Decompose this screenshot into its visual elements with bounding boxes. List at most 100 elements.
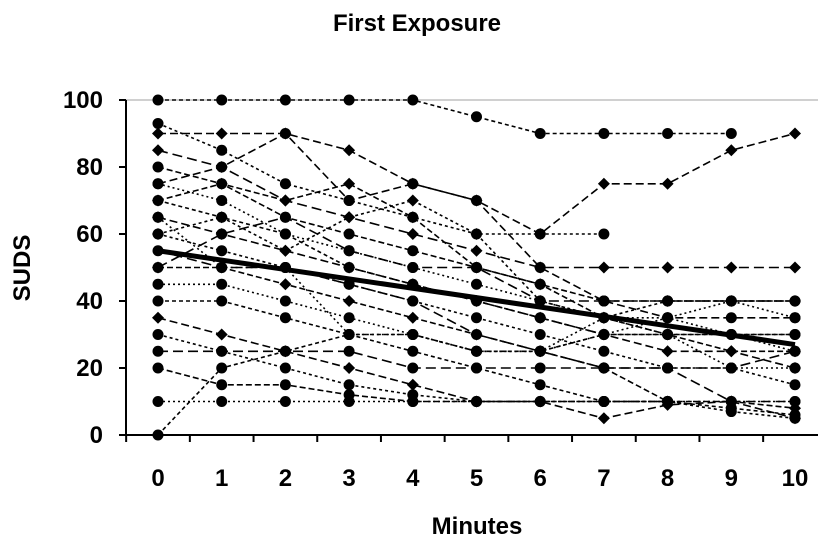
data-point xyxy=(152,228,164,240)
data-point xyxy=(216,345,228,357)
data-point xyxy=(279,211,291,223)
data-point xyxy=(725,128,737,139)
data-point xyxy=(471,312,482,324)
data-point xyxy=(470,228,483,240)
data-point xyxy=(343,245,355,257)
data-point xyxy=(471,345,482,357)
data-point xyxy=(216,144,228,156)
data-point xyxy=(279,295,291,307)
data-point xyxy=(152,94,164,106)
data-point xyxy=(152,211,164,223)
data-point xyxy=(279,345,291,357)
data-point xyxy=(152,262,164,273)
y-tick-label: 0 xyxy=(90,422,103,449)
data-point xyxy=(597,177,610,190)
data-point xyxy=(343,379,355,391)
data-point xyxy=(789,295,801,307)
data-point xyxy=(343,396,355,407)
data-point xyxy=(534,228,546,240)
chart-title: First Exposure xyxy=(333,10,501,37)
data-point xyxy=(789,261,801,274)
data-point xyxy=(279,128,291,139)
data-point xyxy=(216,379,228,391)
data-point xyxy=(471,195,482,206)
data-point xyxy=(215,177,228,190)
data-point xyxy=(725,396,737,407)
data-point xyxy=(407,329,419,340)
data-point xyxy=(152,278,164,290)
x-tick-label: 10 xyxy=(782,465,809,492)
data-point xyxy=(152,117,164,129)
data-point xyxy=(789,345,801,358)
data-point xyxy=(534,295,546,307)
data-point xyxy=(534,362,546,374)
data-point xyxy=(598,345,610,357)
data-point xyxy=(534,379,546,391)
data-point xyxy=(343,94,355,106)
data-point xyxy=(789,312,801,324)
data-point xyxy=(279,244,292,257)
data-point xyxy=(279,194,292,207)
y-tick-label: 100 xyxy=(63,87,103,114)
data-point xyxy=(662,128,674,139)
x-tick-label: 0 xyxy=(151,465,164,492)
data-point xyxy=(597,412,610,425)
x-tick-label: 2 xyxy=(279,465,292,492)
data-point xyxy=(343,329,355,340)
axes xyxy=(119,99,818,442)
data-point xyxy=(279,379,291,391)
data-point xyxy=(598,396,610,407)
data-point xyxy=(279,362,291,374)
series-line xyxy=(157,182,795,353)
data-point xyxy=(534,396,546,407)
data-point xyxy=(534,128,546,139)
x-axis-label: Minutes xyxy=(432,513,523,540)
data-point xyxy=(470,244,483,257)
data-point xyxy=(471,396,482,407)
data-point xyxy=(343,295,356,307)
data-point xyxy=(598,362,610,374)
data-point xyxy=(343,312,355,324)
data-point xyxy=(534,345,546,357)
data-point xyxy=(343,195,355,206)
data-point xyxy=(343,345,355,357)
x-tick-label: 6 xyxy=(534,465,547,492)
data-point xyxy=(789,396,801,407)
data-point xyxy=(471,111,482,123)
y-tick-label: 20 xyxy=(76,355,103,382)
data-point xyxy=(215,127,228,140)
data-point xyxy=(152,144,164,157)
data-point xyxy=(662,362,674,374)
data-point xyxy=(661,261,674,274)
data-point xyxy=(216,262,228,273)
data-point xyxy=(152,161,164,173)
series-line xyxy=(157,367,668,403)
data-point xyxy=(598,329,610,340)
data-point xyxy=(279,94,291,106)
data-point xyxy=(598,128,610,139)
data-point xyxy=(534,329,546,340)
x-tick-label: 4 xyxy=(406,465,420,492)
data-point xyxy=(279,278,292,291)
data-point xyxy=(471,278,482,290)
data-point xyxy=(279,396,291,407)
data-point xyxy=(470,261,483,274)
series-line xyxy=(158,300,796,416)
data-point xyxy=(789,412,801,424)
data-point xyxy=(471,362,482,374)
data-point xyxy=(407,362,419,374)
data-point xyxy=(215,211,228,224)
series-line xyxy=(158,132,796,235)
data-point xyxy=(216,94,228,106)
data-point xyxy=(152,362,164,374)
data-point xyxy=(406,228,419,240)
data-point xyxy=(216,228,228,240)
data-point xyxy=(406,378,419,391)
data-point xyxy=(152,345,164,357)
data-point xyxy=(407,245,419,257)
data-point xyxy=(407,295,419,307)
data-point xyxy=(725,261,738,274)
data-point xyxy=(343,211,356,224)
x-tick-label: 1 xyxy=(215,465,228,492)
x-tick-label: 9 xyxy=(725,465,738,492)
